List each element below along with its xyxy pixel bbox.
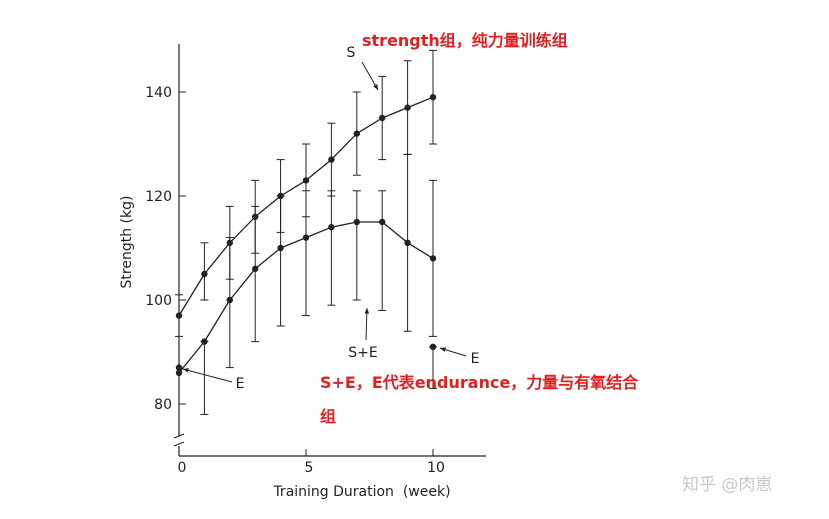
data-point	[175, 369, 183, 376]
zhihu-watermark: 知乎 @肉崽	[682, 475, 773, 495]
y-axis-break-mark	[173, 433, 185, 447]
y-axis-label: Strength (kg)	[119, 196, 135, 289]
data-point	[277, 244, 284, 252]
series-labels: S S+E E E	[182, 45, 480, 392]
y-tick-label: 100	[145, 293, 172, 309]
data-point	[429, 343, 437, 350]
data-point	[404, 239, 411, 246]
data-point	[353, 218, 360, 226]
label-se: S+E	[348, 345, 377, 361]
label-e-left: E	[236, 376, 245, 392]
x-tick-label: 0	[178, 460, 187, 476]
data-point	[175, 312, 183, 319]
data-point	[429, 255, 437, 262]
se-group-annotation-line1: S+E，E代表endurance，力量与有氧结合	[320, 373, 639, 392]
data-point	[226, 239, 233, 246]
data-point	[429, 94, 437, 101]
data-point	[201, 338, 208, 345]
x-tick-label: 5	[305, 460, 314, 476]
data-point	[379, 218, 386, 226]
x-axis-label: Training Duration (week)	[272, 484, 450, 500]
arrow-e-left-head	[183, 368, 189, 373]
data-point	[353, 130, 360, 137]
strength-group-annotation: strength组，纯力量训练组	[362, 31, 568, 50]
data-point	[379, 114, 386, 122]
data-point	[404, 104, 411, 111]
y-tick-label: 80	[154, 397, 172, 413]
label-s: S	[347, 45, 356, 61]
arrow-se-head	[364, 308, 370, 314]
arrow-e-left	[182, 368, 233, 383]
data-points	[175, 94, 437, 376]
se-group-annotation-line2: 组	[320, 407, 337, 426]
label-e-right: E	[471, 351, 480, 367]
error-bars	[175, 49, 437, 415]
x-tick-label: 10	[427, 460, 445, 476]
arrow-e-right-head	[440, 347, 446, 352]
y-tick-label: 140	[145, 85, 172, 101]
data-point	[201, 270, 208, 278]
data-point	[328, 224, 335, 231]
data-point	[302, 177, 310, 184]
y-tick-label: 120	[145, 189, 172, 205]
data-point	[252, 265, 259, 272]
data-point	[226, 296, 233, 304]
data-point	[277, 192, 284, 200]
data-point	[302, 234, 310, 241]
data-point	[175, 364, 183, 371]
data-point	[328, 156, 335, 163]
data-point	[252, 213, 259, 220]
arrow-s-head	[373, 84, 378, 90]
